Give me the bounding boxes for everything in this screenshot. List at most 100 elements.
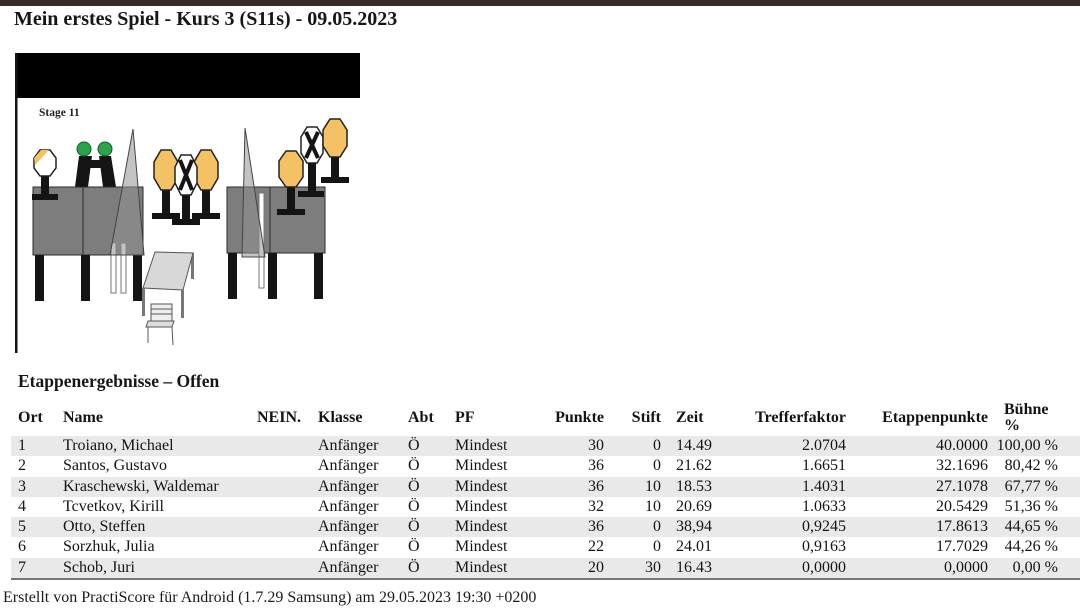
table-cell: 7 [11, 557, 63, 580]
table-cell: 1 [11, 436, 63, 457]
table-cell: Mindest [455, 517, 545, 538]
table-cell: 0,0000 [846, 557, 988, 580]
table-cell: 2.0704 [731, 436, 846, 457]
column-header-4: Klasse [318, 409, 363, 426]
table-cell: 22 [588, 538, 604, 556]
table-cell: 32.1696 [936, 457, 988, 475]
column-header-9: Zeit [676, 409, 704, 426]
table-cell: Anfänger [318, 497, 379, 515]
orange-octagon-target [278, 150, 304, 188]
table-cell: Ö [408, 557, 455, 580]
column-header-1: Ort [18, 409, 43, 426]
table-cell: Mindest [455, 557, 545, 580]
table-cell: 20 [545, 557, 604, 580]
table-cell: 5 [11, 517, 63, 538]
table-cell [257, 497, 318, 517]
orange-octagon-target [322, 118, 348, 158]
table-cell: Ö [408, 457, 420, 475]
column-header-7: Punkte [555, 409, 604, 426]
table-cell: Santos, Gustavo [63, 457, 167, 475]
table-cell: 32 [588, 497, 604, 515]
table-cell: 1.4031 [731, 476, 846, 497]
shooter-figures [75, 141, 116, 187]
wall-right [226, 186, 326, 299]
table-cell: Anfänger [318, 557, 408, 580]
table-cell: Otto, Steffen [63, 517, 257, 538]
table-cell: Anfänger [318, 476, 408, 497]
table-cell: 0 [604, 517, 661, 538]
table-cell: 1.6651 [802, 457, 846, 475]
table-cell: 1.0633 [802, 497, 846, 515]
panel-left [109, 128, 145, 294]
table-header-row: Ort Name NEIN. Klasse Abt PF Punkte Stift Zeit Tr… [11, 400, 1080, 436]
table-cell: Sorzhuk, Julia [63, 538, 155, 556]
target-left [32, 149, 58, 200]
table-cell [257, 537, 318, 557]
results-table: Ort Name NEIN. Klasse Abt PF Punkte Stift Zeit Tr… [11, 400, 1080, 581]
table-cell: 20.5429 [936, 497, 988, 515]
table-cell: 16.43 [661, 557, 731, 580]
table-cell: Mindest [455, 476, 545, 497]
table-cell: 38,94 [661, 517, 731, 538]
green-head-icon [76, 141, 92, 157]
table-cell: Anfänger [318, 538, 379, 556]
column-header-3: NEIN. [257, 409, 302, 426]
table-row: 5 Otto, Steffen Anfänger Ö Mindest 36 0 38,94 0,… [11, 517, 1080, 538]
column-header-8: Stift [631, 409, 661, 426]
table-cell: Anfänger [318, 457, 379, 475]
table-row: 1 Troiano, Michael Anfänger Ö Mindest 30 0 14.4… [11, 436, 1080, 457]
table-cell: 0,9163 [802, 538, 846, 556]
table-cell: 67,77 % [988, 476, 1080, 497]
column-header-12: Bühne % [1004, 401, 1049, 434]
table-cell [257, 436, 318, 457]
table-cell: 0,9245 [731, 517, 846, 538]
table-cell: 36 [545, 476, 604, 497]
table-cell: 17.7029 [936, 538, 988, 556]
table-cell: Schob, Juri [63, 557, 257, 580]
table-cell: 21.62 [676, 457, 712, 475]
stage-diagram: Stage 11 [15, 53, 360, 353]
table-cell: Anfänger [318, 517, 408, 538]
table-cell: 44,26 % [1004, 538, 1058, 556]
table-cell: Mindest [455, 538, 508, 556]
table-cell: 2 [18, 457, 26, 475]
table-cell [257, 476, 318, 497]
match-title: Mein erstes Spiel - Kurs 3 (S11s) - 09.0… [14, 8, 398, 30]
results-section: Etappenergebnisse – Offen Ort Name NEIN. Kl… [0, 371, 1080, 581]
table-cell: 51,36 % [1004, 497, 1058, 515]
targets-right [277, 118, 349, 215]
table-row: 6 Sorzhuk, Julia Anfänger Ö Mindest 22 0 24.01 0… [11, 537, 1080, 557]
table-cell: 24.01 [676, 538, 712, 556]
table-row: 3 Kraschewski, Waldemar Anfänger Ö Mindest 36… [11, 476, 1080, 497]
top-bar [0, 0, 1080, 6]
prop-chair [145, 303, 175, 346]
results-heading: Etappenergebnisse – Offen [18, 371, 220, 391]
table-cell: 20.69 [676, 497, 712, 515]
table-cell: 44,65 % [988, 517, 1080, 538]
table-cell: 6 [18, 538, 26, 556]
column-header-2: Name [63, 409, 103, 426]
column-header-11: Etappenpunkte [882, 409, 988, 426]
table-cell: 80,42 % [1004, 457, 1058, 475]
prop-table [142, 251, 194, 318]
column-header-6: PF [455, 409, 475, 426]
table-cell: 0 [653, 457, 661, 475]
table-cell: 10 [604, 476, 661, 497]
table-cell: Troiano, Michael [63, 436, 257, 457]
table-cell: 10 [645, 497, 661, 515]
table-cell: 27.1078 [846, 476, 988, 497]
table-cell: Kraschewski, Waldemar [63, 476, 257, 497]
table-cell: 40.0000 [846, 436, 988, 457]
table-body: 1 Troiano, Michael Anfänger Ö Mindest 30 0 14.4… [11, 436, 1080, 580]
table-cell: Mindest [455, 436, 545, 457]
table-cell: 30 [545, 436, 604, 457]
table-cell: 18.53 [661, 476, 731, 497]
panel-right [241, 127, 266, 289]
footer-credit: Erstellt von PractiScore für Android (1.… [3, 589, 537, 606]
table-cell: Ö [408, 517, 455, 538]
green-head-icon [97, 141, 113, 157]
table-cell: 3 [11, 476, 63, 497]
table-cell: Mindest [455, 497, 508, 515]
table-cell: Ö [408, 497, 420, 515]
table-cell: Ö [408, 538, 420, 556]
